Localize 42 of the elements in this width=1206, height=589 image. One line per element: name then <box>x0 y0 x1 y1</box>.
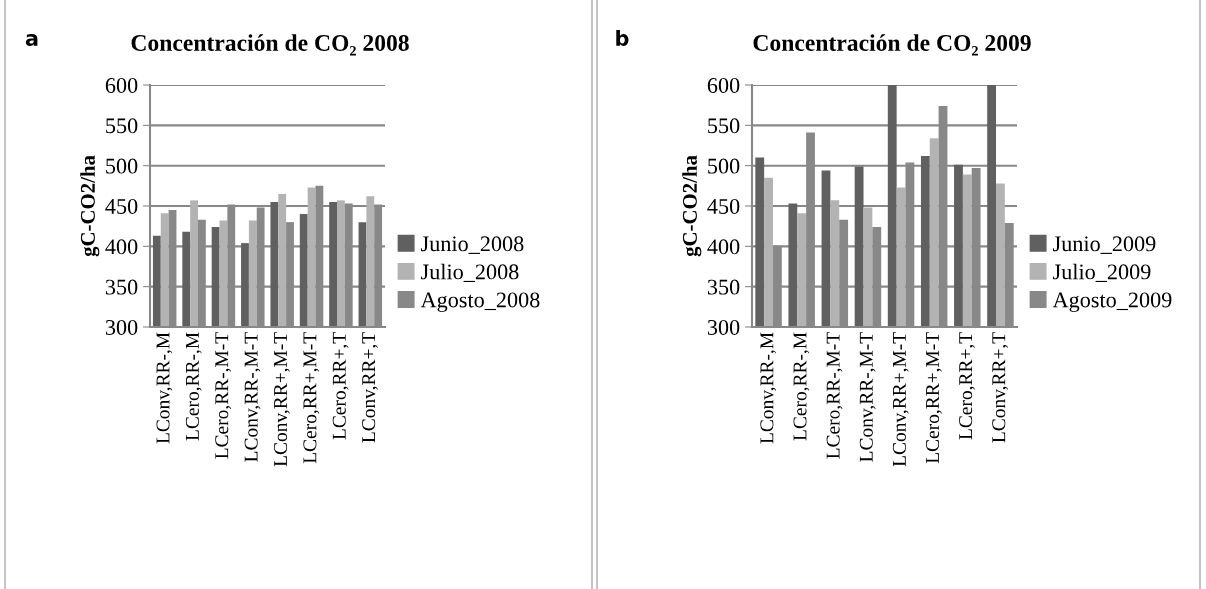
x-tick-label: LCero,RR-,M <box>185 332 202 441</box>
y-tick-label: 550 <box>106 118 138 134</box>
text: a <box>25 34 38 47</box>
x-tick-label: LConv,RR+,T <box>992 332 1009 443</box>
x-tick-label: LCero,RR+,T <box>332 332 349 440</box>
x-tick-label: LCero,RR+,M-T <box>925 332 942 464</box>
y-tick-label: 450 <box>707 198 740 214</box>
x-tick-label: LConv,RR-,M <box>156 332 173 444</box>
y-tick-label: 500 <box>106 158 138 174</box>
y-tick-label: 400 <box>707 239 740 255</box>
y-tick-label: 600 <box>707 77 740 93</box>
x-tick-label: LConv,RR+,T <box>362 332 378 443</box>
x-tick-label: LCero,RR+,T <box>959 332 975 440</box>
legend-label: Agosto_2008 <box>420 292 540 312</box>
y-axis-title: gC-CO2/ha <box>682 155 702 257</box>
x-tick-label: LCero,RR-,M <box>793 332 810 441</box>
x-tick-label: LConv,RR+,M-T <box>892 332 909 467</box>
x-tick-label: LConv,RR-,M <box>760 332 777 444</box>
x-tick-label: LConv,RR-,M-T <box>244 332 261 462</box>
y-tick-label: 350 <box>707 279 740 295</box>
legend-label: Agosto_2009 <box>1052 292 1172 312</box>
y-tick-label: 300 <box>105 319 138 335</box>
y-tick-label: 550 <box>708 118 740 134</box>
y-tick-label: 500 <box>708 158 740 174</box>
y-tick-label: 600 <box>105 77 138 93</box>
y-axis-title: gC-CO2/ha <box>80 155 100 257</box>
x-tick-label: LConv,RR-,M-T <box>859 332 876 462</box>
x-tick-label: LCero,RR-,M-T <box>826 332 843 459</box>
chart-title: Concentración de CO₂ 2009 <box>753 34 1031 56</box>
x-tick-label: LCero,RR+,M-T <box>303 332 320 464</box>
legend-label: Julio_2008 <box>421 263 519 282</box>
legend-label: Junio_2008 <box>421 236 524 254</box>
legend-label: Junio_2009 <box>1053 236 1156 254</box>
chart-title: Concentración de CO₂ 2008 <box>131 34 409 56</box>
y-tick-label: 300 <box>707 319 740 335</box>
x-tick-label: LConv,RR+,M-T <box>273 332 290 467</box>
y-tick-label: 400 <box>105 239 138 255</box>
y-tick-label: 450 <box>105 198 138 214</box>
x-tick-label: LCero,RR-,M-T <box>215 332 232 459</box>
legend-label: Julio_2009 <box>1053 263 1151 282</box>
y-tick-label: 350 <box>105 279 138 295</box>
text: b <box>616 29 629 47</box>
